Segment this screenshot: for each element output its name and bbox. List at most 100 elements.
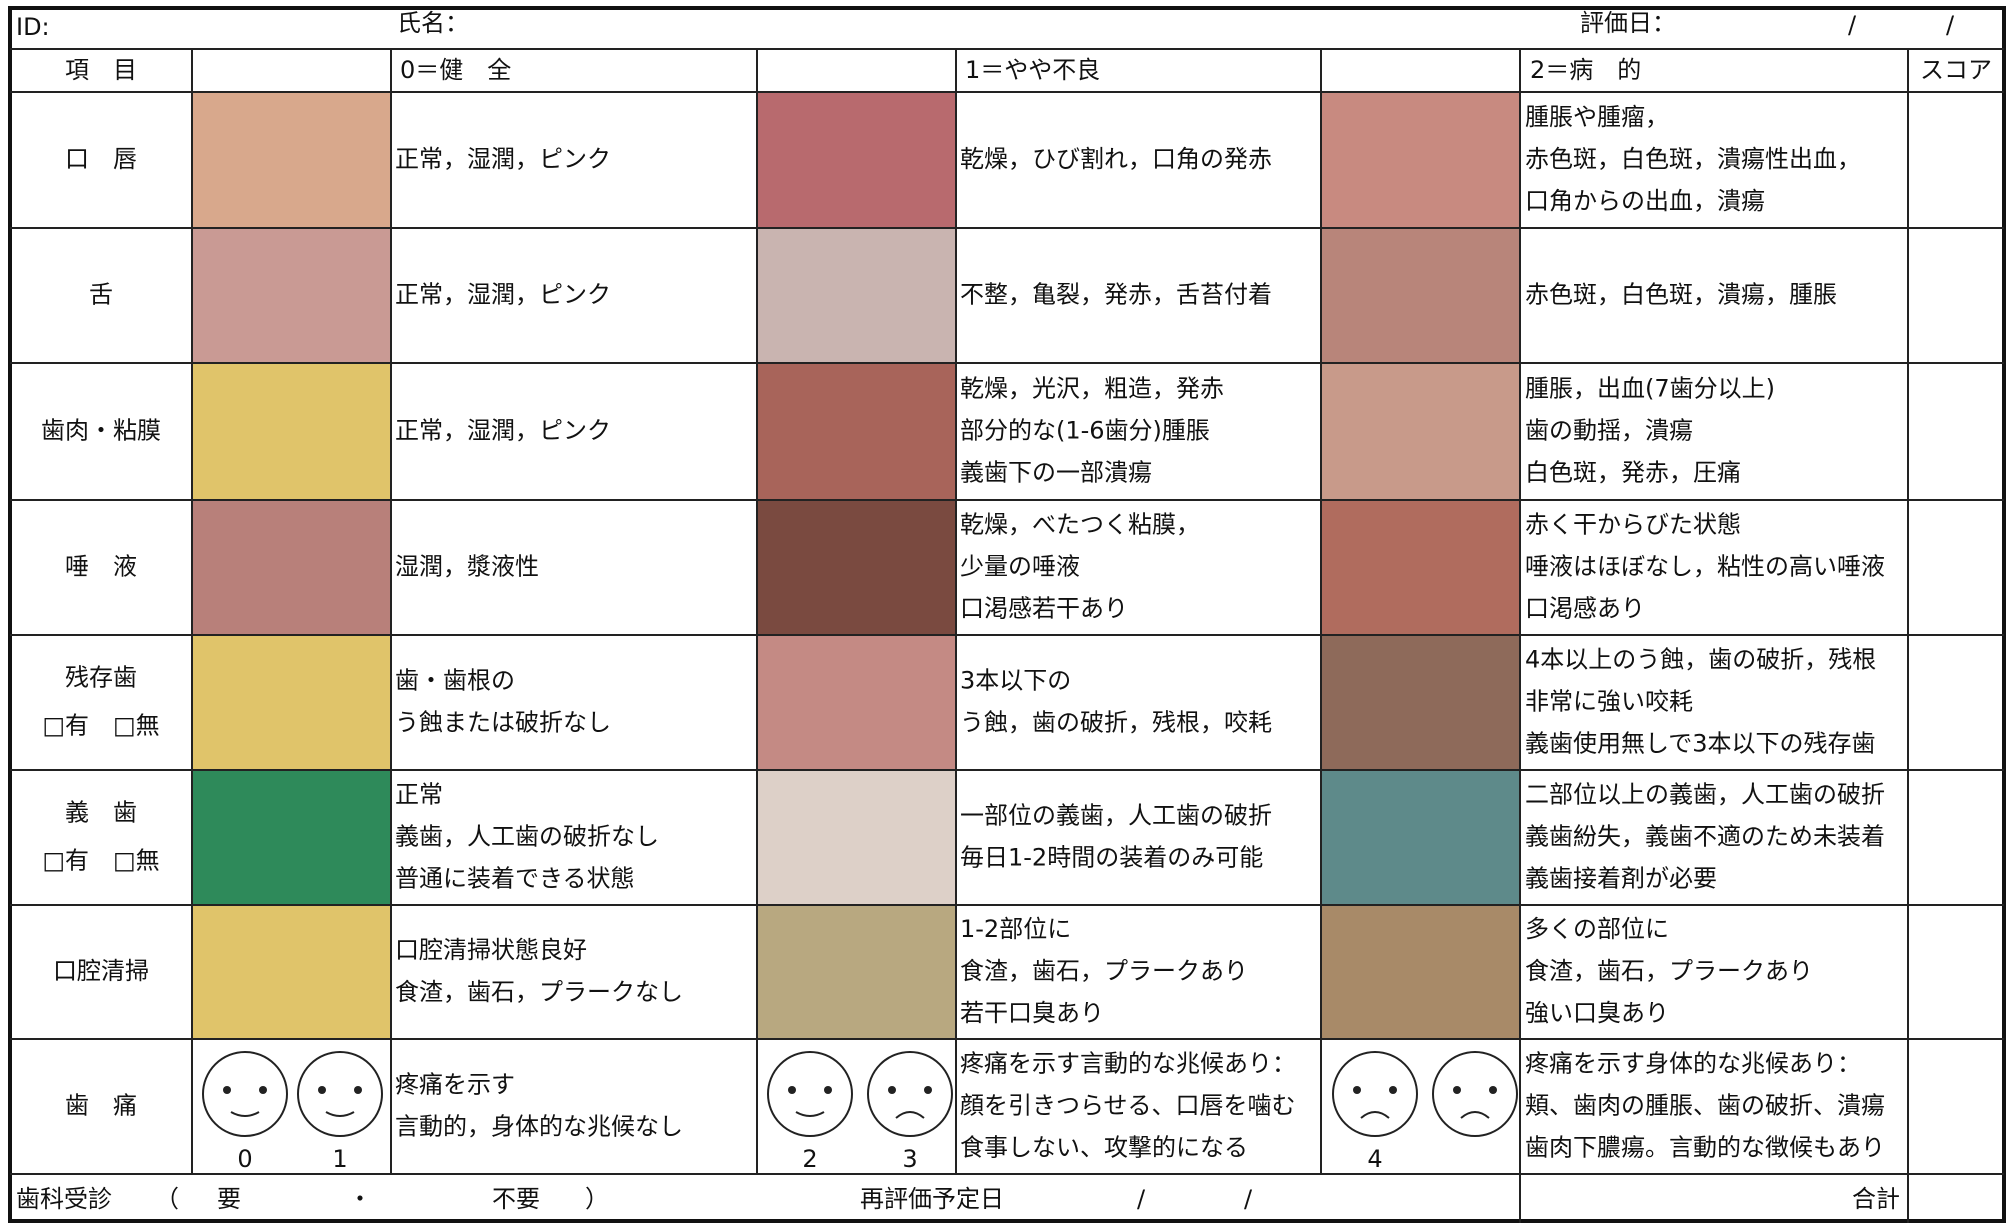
cell-text: 唾 液 bbox=[65, 553, 137, 581]
photo bbox=[758, 93, 955, 227]
cell-text: 歯肉下膿瘍。言動的な徴候もあり bbox=[1525, 1134, 1885, 1162]
cell-text: 口角からの出血，潰瘍 bbox=[1525, 187, 1765, 215]
face-eye bbox=[259, 1086, 267, 1094]
cell-text: 赤色斑，白色斑，潰瘍性出血， bbox=[1525, 145, 1861, 173]
cell-text: 合計 bbox=[1852, 1185, 1900, 1213]
pain-scale-label: 4 bbox=[1367, 1145, 1382, 1173]
photo bbox=[1322, 93, 1519, 227]
cell-text: 評価日： bbox=[1580, 9, 1676, 37]
cell-text: 氏名： bbox=[397, 9, 469, 37]
cell-text: / bbox=[1946, 11, 1955, 39]
face-eye bbox=[788, 1086, 796, 1094]
cell-text: 腫脹や腫瘤， bbox=[1525, 103, 1669, 131]
face-eye bbox=[354, 1086, 362, 1094]
cell-text: 舌 bbox=[89, 281, 113, 309]
cell-text: 項 目 bbox=[65, 56, 137, 84]
photo bbox=[1322, 906, 1519, 1038]
cell-text: （ bbox=[155, 1185, 179, 1213]
cell-text: / bbox=[1137, 1185, 1146, 1213]
cell-text: 正常 bbox=[395, 781, 443, 809]
cell-text: 口渇感あり bbox=[1525, 595, 1645, 623]
cell-text: 義歯使用無しで3本以下の残存歯 bbox=[1525, 730, 1876, 758]
pain-scale-label: 0 bbox=[237, 1145, 252, 1173]
face-mouth bbox=[795, 1111, 825, 1117]
cell-text: 普通に装着できる状態 bbox=[395, 865, 635, 893]
cell-text: 若干口臭あり bbox=[960, 999, 1104, 1027]
photo bbox=[1322, 501, 1519, 634]
photo bbox=[193, 364, 390, 499]
cell-text: 不要 bbox=[492, 1185, 540, 1213]
cell-text: 少量の唾液 bbox=[960, 553, 1080, 581]
cell-text: 疼痛を示す bbox=[395, 1071, 515, 1099]
cell-text: 部分的な(1-6歯分)腫脹 bbox=[960, 417, 1210, 445]
photo bbox=[758, 229, 955, 362]
pain-scale-label: 2 bbox=[802, 1145, 817, 1173]
photo bbox=[758, 636, 955, 769]
cell-text: ・ bbox=[348, 1185, 372, 1213]
cell-text: 赤色斑，白色斑，潰瘍，腫脹 bbox=[1525, 281, 1837, 309]
cell-text: / bbox=[1848, 11, 1857, 39]
cell-text: 湿潤，漿液性 bbox=[395, 553, 539, 581]
face-eye bbox=[888, 1086, 896, 1094]
face-eye bbox=[1353, 1086, 1361, 1094]
cell-text: 一部位の義歯，人工歯の破折 bbox=[960, 802, 1272, 830]
pain-face bbox=[202, 1051, 288, 1137]
cell-text: 食渣，歯石，プラークなし bbox=[395, 978, 683, 1006]
cell-text: 1-2部位に bbox=[960, 915, 1071, 943]
cell-text: 3本以下の bbox=[960, 667, 1071, 695]
cell-text: 歯 痛 bbox=[65, 1092, 137, 1120]
cell-text: 要 bbox=[217, 1185, 241, 1213]
photo bbox=[193, 906, 390, 1038]
cell-text: 歯の動揺，潰瘍 bbox=[1525, 417, 1693, 445]
cell-text: 非常に強い咬耗 bbox=[1525, 688, 1693, 716]
cell-text: 強い口臭あり bbox=[1525, 999, 1669, 1027]
cell-text: 赤く干からびた状態 bbox=[1525, 511, 1741, 539]
cell-text: □有 □無 bbox=[42, 847, 159, 875]
cell-text: 義 歯 bbox=[65, 799, 137, 827]
cell-text: 歯・歯根の bbox=[395, 667, 515, 695]
cell-text: 腫脹，出血(7歯分以上) bbox=[1525, 375, 1775, 403]
face-eye bbox=[824, 1086, 832, 1094]
cell-text: 義歯紛失，義歯不適のため未装着 bbox=[1525, 823, 1885, 851]
photo bbox=[758, 906, 955, 1038]
pain-face bbox=[1432, 1051, 1518, 1137]
cell-text: ） bbox=[585, 1185, 609, 1213]
cell-text: 乾燥，ひび割れ，口角の発赤 bbox=[960, 145, 1272, 173]
cell-text: 疼痛を示す言動的な兆候あり： bbox=[960, 1050, 1296, 1078]
cell-text: 白色斑，発赤，圧痛 bbox=[1525, 459, 1741, 487]
cell-text: 残存歯 bbox=[65, 664, 137, 692]
cell-text: 歯科受診 bbox=[16, 1185, 112, 1213]
cell-text: 義歯下の一部潰瘍 bbox=[960, 459, 1152, 487]
face-eye bbox=[318, 1086, 326, 1094]
frame bbox=[8, 6, 2006, 1223]
photo bbox=[193, 636, 390, 769]
pain-scale-label: 1 bbox=[332, 1145, 347, 1173]
cell-text: 口腔清掃 bbox=[53, 957, 149, 985]
cell-text: 毎日1-2時間の装着のみ可能 bbox=[960, 844, 1263, 872]
cell-text: 口 唇 bbox=[65, 145, 137, 173]
photo bbox=[758, 771, 955, 904]
face-eye bbox=[924, 1086, 932, 1094]
cell-text: 頬、歯肉の腫脹、歯の破折、潰瘍 bbox=[1525, 1092, 1885, 1120]
photo bbox=[758, 364, 955, 499]
cell-text: 唾液はほぼなし，粘性の高い唾液 bbox=[1525, 553, 1885, 581]
cell-text: 二部位以上の義歯，人工歯の破折 bbox=[1525, 781, 1885, 809]
photo bbox=[193, 229, 390, 362]
face-mouth bbox=[325, 1111, 355, 1117]
pain-face bbox=[297, 1051, 383, 1137]
cell-text: 正常，湿潤，ピンク bbox=[395, 417, 611, 445]
face-mouth bbox=[895, 1111, 925, 1119]
cell-text: 0＝健 全 bbox=[400, 56, 511, 84]
pain-face bbox=[1332, 1051, 1418, 1137]
face-eye bbox=[1453, 1086, 1461, 1094]
cell-text: 正常，湿潤，ピンク bbox=[395, 281, 611, 309]
cell-text: 再評価予定日 bbox=[860, 1185, 1004, 1213]
cell-text: 疼痛を示す身体的な兆候あり： bbox=[1525, 1050, 1861, 1078]
cell-text: ID: bbox=[16, 13, 50, 41]
photo bbox=[193, 93, 390, 227]
photo bbox=[1322, 636, 1519, 769]
cell-text: / bbox=[1244, 1185, 1253, 1213]
photo bbox=[1322, 229, 1519, 362]
cell-text: 2＝病 的 bbox=[1530, 56, 1641, 84]
